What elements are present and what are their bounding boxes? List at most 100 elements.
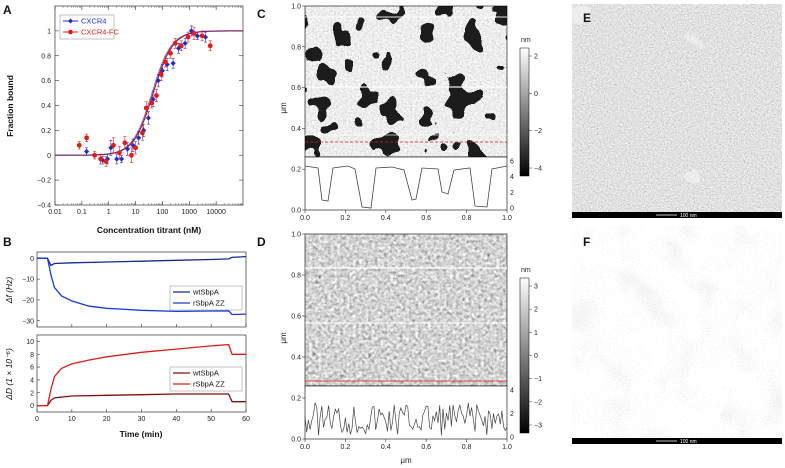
y-tick-label: 0.6 — [291, 85, 301, 92]
profile-plot-d — [304, 385, 508, 440]
data-point-cxcr4-fc — [199, 33, 205, 39]
panel-b-x-label: Time (min) — [120, 429, 163, 439]
y-tick-label: 0.8 — [291, 44, 301, 51]
panel-b: B 0 −10 −20 −30 0 2 4 6 8 10 0 10 20 30 40 50 60 wtSbpA… — [3, 235, 250, 439]
y-tick-label: 1.0 — [291, 232, 301, 239]
data-point-cxcr4-fc — [76, 142, 82, 148]
colorbar-tick-label: −3 — [534, 423, 542, 430]
y-tick-label: 0.4 — [291, 355, 301, 362]
data-point-cxcr4 — [155, 78, 161, 84]
data-point-cxcr4-fc — [98, 156, 104, 162]
colorbar-c — [519, 47, 530, 177]
y-tick-label: 0.2 — [291, 167, 301, 174]
panel-c-axes: 1.0 0.8 0.6 0.4 0.2 0.00.0 0.2 0.4 0.6 0.8 1.0 6 4 2 0 — [291, 4, 514, 223]
x-tick-label: 1 — [107, 209, 111, 216]
legend-cxcr4: CXCR4 — [81, 17, 106, 26]
x-tick-label: 0.6 — [421, 215, 431, 222]
profile-tick-label: 4 — [510, 174, 514, 181]
data-point-cxcr4 — [118, 156, 125, 162]
x-tick-label: 0.6 — [421, 444, 431, 451]
data-point-cxcr4-fc — [133, 145, 138, 151]
y-tick-label: 0.4 — [291, 126, 301, 133]
y-tick-label: −20 — [22, 297, 34, 304]
fit-curve-cxcr4 — [55, 30, 243, 156]
y-tick-label: 6 — [30, 365, 34, 372]
profile-tick-label: 6 — [510, 159, 514, 166]
colorbar-tick-label: 0 — [534, 353, 538, 360]
panel-letter-a: A — [3, 3, 12, 17]
y-tick-label: 0.2 — [291, 396, 301, 403]
panel-letter-c: C — [257, 7, 266, 21]
y-tick-label: −0.4 — [37, 203, 51, 210]
data-point-cxcr4 — [164, 61, 170, 68]
x-tick-label: 0.2 — [341, 444, 351, 451]
x-tick-label: 1.0 — [502, 215, 512, 222]
x-tick-label: 1.0 — [502, 444, 512, 451]
profile-trace-c — [304, 165, 508, 209]
panel-b-top-y-label: Δf (Hz) — [4, 277, 14, 305]
x-tick-label: 0.01 — [48, 209, 62, 216]
panel-b-top-legend: wtSbpA rSbpA ZZ — [169, 285, 243, 311]
data-point-cxcr4-fc — [129, 152, 134, 158]
profile-tick-label: 0 — [510, 435, 514, 442]
y-tick-label: −30 — [22, 318, 34, 325]
panel-d: D 1.0 0.8 0.6 0.4 0.2 0.00.0 0.2 0.4 0.6 0.8 1.0 4 2… — [257, 232, 542, 466]
colorbar-tick-label: 3 — [534, 284, 538, 291]
panel-letter-d: D — [257, 235, 266, 249]
data-point-cxcr4 — [145, 115, 151, 121]
series-line — [37, 257, 247, 316]
x-tick-label: 1000 — [181, 209, 197, 216]
colorbar-tick-label: 2 — [534, 54, 538, 61]
x-tick-label: 10 — [68, 416, 76, 423]
y-tick-label: 0.6 — [41, 78, 51, 85]
x-tick-label: 0 — [35, 416, 39, 423]
data-point-cxcr4 — [170, 60, 176, 66]
data-point-cxcr4-fc — [103, 159, 109, 164]
data-point-cxcr4-fc — [163, 59, 168, 65]
data-point-cxcr4-fc — [172, 40, 178, 46]
colorbar-tick-label: −2 — [534, 128, 542, 135]
panel-a-x-label: Concentration titrant (nM) — [97, 225, 202, 235]
x-tick-label: 0.4 — [381, 444, 391, 451]
afm-image-c — [305, 6, 507, 157]
data-point-cxcr4-fc — [207, 43, 213, 49]
x-tick-label: 0.8 — [462, 444, 472, 451]
colorbar-d-ticks: 3 2 1 0 −1 −2 −3 — [529, 284, 542, 430]
y-tick-label: 0.0 — [291, 437, 301, 444]
series-line — [37, 343, 246, 407]
panel-b-top-data — [37, 255, 247, 316]
panel-d-y-label: μm — [279, 332, 288, 344]
y-tick-label: 0 — [30, 256, 34, 263]
x-tick-label: 20 — [103, 416, 111, 423]
profile-tick-label: 2 — [510, 411, 514, 418]
panel-b-top-axes: 0 −10 −20 −30 — [22, 256, 247, 327]
y-tick-label: 0.4 — [41, 103, 51, 110]
panel-letter-b: B — [3, 235, 12, 249]
panel-a-axes: 0.01 0.1 1 10 100 1000 10000 −0.4 −0.2 0 0.2 0.4 0.6… — [37, 6, 243, 216]
data-point-cxcr4-fc — [149, 100, 155, 106]
data-point-cxcr4-fc — [92, 152, 98, 158]
x-tick-label: 10000 — [206, 209, 226, 216]
y-tick-label: 0 — [47, 153, 51, 160]
panel-d-axes: 1.0 0.8 0.6 0.4 0.2 0.00.0 0.2 0.4 0.6 0.8 1.0 4 2 0 — [291, 232, 514, 452]
profile-tick-label: 2 — [510, 190, 514, 197]
panel-a-data — [55, 25, 243, 167]
legend-circle-icon — [68, 29, 73, 35]
panel-letter-e-overlay: E — [583, 11, 591, 25]
profile-tick-label: 4 — [510, 388, 514, 395]
profile-trace-d — [304, 402, 508, 436]
x-tick-label: 100 — [157, 209, 169, 216]
x-tick-label: 40 — [172, 416, 180, 423]
fit-curve — [55, 30, 243, 156]
colorbar-d-unit: nm — [521, 267, 531, 274]
data-point-cxcr4-fc — [143, 105, 149, 111]
legend-b-bottom-wtsbpa: wtSbpA — [192, 369, 219, 378]
panel-e: E 100 nm E — [572, 4, 782, 219]
colorbar-tick-label: 2 — [534, 307, 538, 314]
data-point-cxcr4 — [182, 40, 188, 46]
data-point-cxcr4-fc — [154, 93, 159, 98]
y-tick-label: 0.2 — [41, 128, 51, 135]
profile-plot-c — [304, 156, 508, 211]
y-tick-label: 1 — [47, 28, 51, 35]
